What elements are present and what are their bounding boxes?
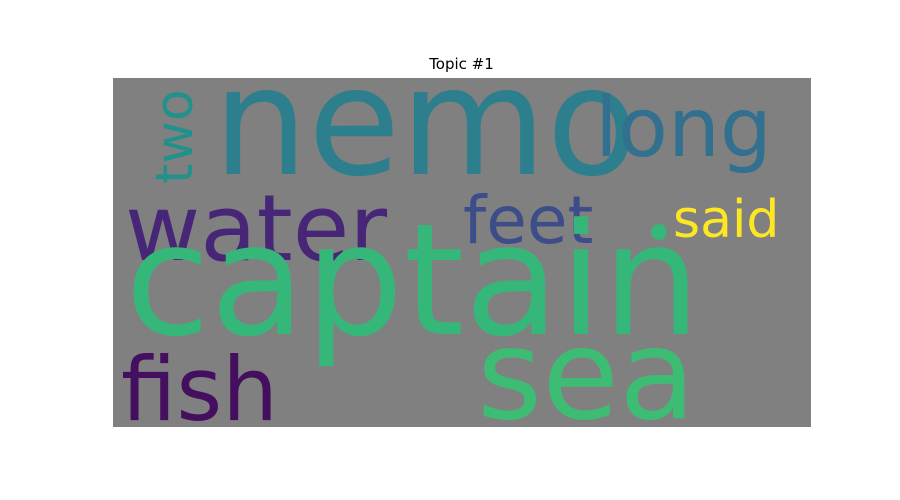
word-two: two — [145, 89, 205, 184]
word-said: said — [673, 190, 780, 250]
word-captain: captain — [125, 190, 701, 371]
word-water: water — [125, 175, 388, 282]
word-nemo: nemo — [213, 78, 639, 210]
word-sea: sea — [477, 303, 696, 427]
word-long: long — [595, 81, 772, 176]
word-fish: fish — [121, 338, 279, 428]
dot-mark — [651, 224, 667, 240]
word-feet: feet — [463, 182, 594, 259]
word-cloud-panel: nemo long two water feet said captain se… — [113, 78, 811, 427]
figure-title: Topic #1 — [429, 55, 494, 73]
